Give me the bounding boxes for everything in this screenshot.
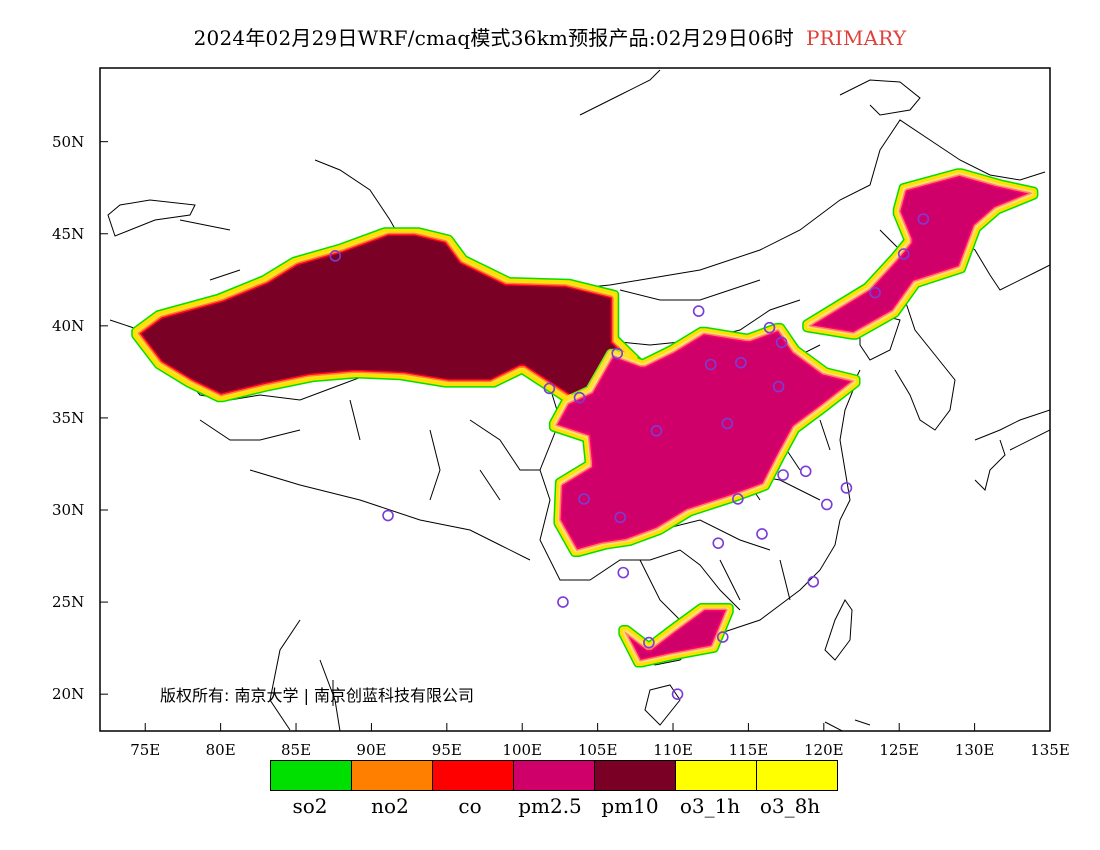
lat-tick-label: 20N <box>52 685 85 704</box>
legend-label: o3_8h <box>759 794 821 818</box>
title-main: 2024年02月29日WRF/cmaq模式36km预报产品:02月29日06时 <box>193 26 794 50</box>
lat-tick-label: 30N <box>52 501 85 519</box>
city-marker <box>756 528 768 540</box>
lon-tick-label: 90E <box>356 741 387 759</box>
legend-swatch-pm10 <box>594 760 675 791</box>
city-marker <box>573 391 586 404</box>
region-pm2.5 <box>808 174 1032 334</box>
copyright-credit: 版权所有: 南京大学 | 南京创蓝科技有限公司 <box>160 686 475 705</box>
city-marker <box>382 509 394 522</box>
lat-tick-label: 45N <box>52 224 85 243</box>
city-marker <box>869 286 881 299</box>
city-marker <box>799 465 812 478</box>
legend-label: co <box>458 794 482 818</box>
legend-swatch-o3_1h <box>675 760 756 791</box>
city-marker <box>712 537 725 549</box>
city-marker <box>732 493 744 505</box>
legend-swatch-no2 <box>351 760 432 791</box>
city-marker <box>721 417 734 430</box>
city-marker <box>772 380 785 393</box>
legend-swatch-pm2.5 <box>513 760 594 791</box>
city-marker <box>735 356 747 369</box>
legend-label: pm10 <box>601 794 659 818</box>
plot-frame <box>99 67 1051 732</box>
legend-label: o3_1h <box>679 794 741 818</box>
city-marker <box>775 336 788 349</box>
legend-swatch-co <box>432 760 513 791</box>
lon-tick-label: 120E <box>804 741 844 759</box>
region-pm2.5 <box>555 329 854 551</box>
city-marker <box>840 482 853 494</box>
city-marker <box>329 250 342 262</box>
legend-labels: so2 no2 co pm2.5 pm10 o3_1h o3_8h <box>270 794 830 818</box>
city-marker <box>614 511 627 524</box>
lon-tick-label: 95E <box>431 741 462 759</box>
lat-tick-label: 50N <box>52 132 85 151</box>
city-marker <box>704 358 717 371</box>
lon-tick-label: 115E <box>728 741 769 759</box>
city-marker <box>917 213 930 225</box>
title-tag: PRIMARY <box>805 26 907 50</box>
city-marker <box>716 631 729 643</box>
region-pm2.5 <box>624 609 728 661</box>
city-marker <box>671 688 684 700</box>
city-marker <box>777 469 789 481</box>
lat-tick-label: 40N <box>52 316 85 335</box>
city-marker <box>763 321 776 334</box>
lat-tick-label: 25N <box>52 593 85 612</box>
city-marker <box>617 566 630 579</box>
city-marker <box>821 498 833 511</box>
lon-tick-label: 100E <box>502 741 543 759</box>
city-marker <box>897 248 910 260</box>
city-marker <box>807 576 820 588</box>
lon-tick-label: 125E <box>879 741 919 759</box>
city-marker <box>643 636 655 649</box>
legend-bar <box>270 760 838 791</box>
chart-title: 2024年02月29日WRF/cmaq模式36km预报产品:02月29日06时 P… <box>0 22 1100 51</box>
legend-label: so2 <box>292 794 328 818</box>
city-marker <box>692 305 705 317</box>
legend-swatch-so2 <box>270 760 351 791</box>
lon-tick-label: 80E <box>205 741 236 759</box>
city-marker <box>557 596 569 608</box>
lon-tick-label: 105E <box>577 741 618 759</box>
region-pm10 <box>137 233 673 418</box>
lon-tick-label: 130E <box>954 741 995 759</box>
lon-tick-label: 110E <box>653 741 693 759</box>
lon-tick-label: 85E <box>281 741 312 759</box>
lat-tick-label: 35N <box>52 408 85 427</box>
legend-label: pm2.5 <box>518 794 582 818</box>
lon-tick-label: 135E <box>1030 741 1070 759</box>
legend-swatch-o3_8h <box>756 760 838 791</box>
lon-tick-label: 75E <box>130 741 161 759</box>
city-marker <box>543 382 556 395</box>
city-marker <box>611 347 624 360</box>
city-marker <box>650 425 663 437</box>
city-marker <box>578 493 590 505</box>
legend-label: no2 <box>371 794 409 818</box>
